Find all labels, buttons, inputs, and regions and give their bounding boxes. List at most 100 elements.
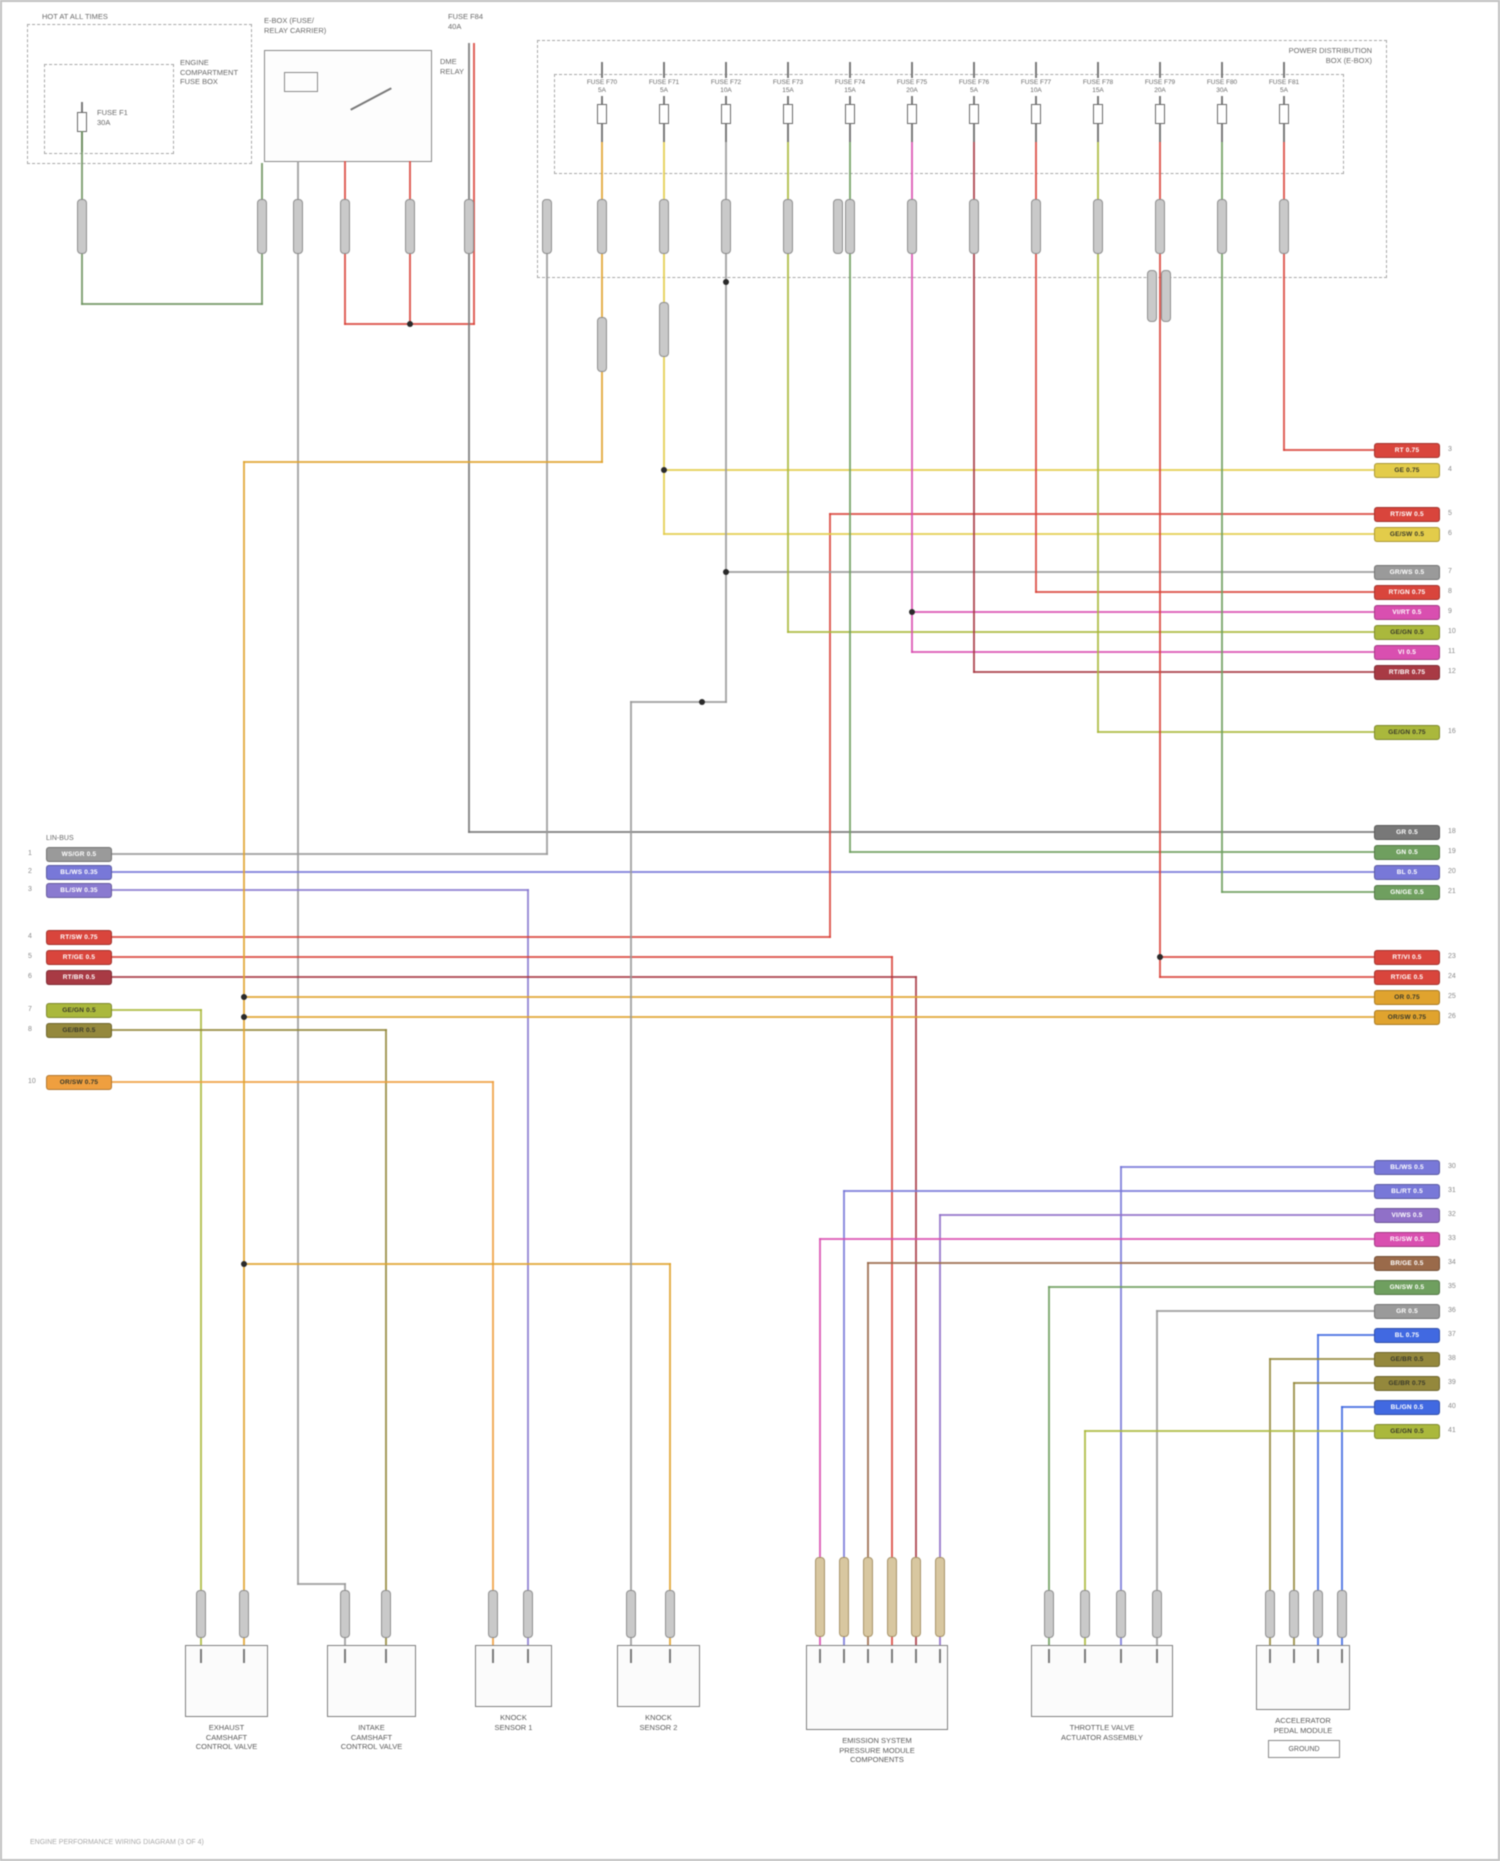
pin-number: 10 [28,1078,36,1085]
component-pin [385,1649,387,1663]
wire-segment [106,976,917,978]
pin-number: 33 [1448,1235,1456,1242]
fuse-stub [1159,96,1161,105]
pin-number: 1 [28,850,32,857]
wire-segment [829,513,1375,515]
left-group-header: LIN-BUS [46,835,74,842]
connector-pad [381,1590,391,1638]
connector-pad [488,1590,498,1638]
power-box-inner-frame [44,64,174,154]
wire-segment [243,461,245,1646]
power-distribution-box [27,24,252,164]
wire-segment [867,1262,869,1646]
component-pin [669,1649,671,1663]
wire-label: GE/BR 0.5 [1374,1352,1440,1367]
fuse-label: FUSE F79 20A [1144,79,1176,94]
power-fuse-label: FUSE F1 30A [97,108,128,127]
wire-segment [1221,141,1223,893]
connector-pad [721,199,731,254]
wire-label: RT/BR 0.5 [46,970,112,985]
fuse-stub [1283,96,1285,105]
wire-segment [725,571,1375,573]
fuse-symbol [81,102,83,112]
wire-segment [601,141,603,463]
junction-dot [1157,954,1163,960]
connector-pad [969,199,979,254]
component-label: INTAKE CAMSHAFT CONTROL VALVE [340,1723,403,1751]
wire-segment [297,1583,346,1585]
component-pin [939,1649,941,1663]
fuse-body [659,104,669,124]
component-pin [1317,1649,1319,1663]
wire-label: GE/GN 0.5 [46,1003,112,1018]
pin-number: 23 [1448,953,1456,960]
pin-number: 7 [28,1006,32,1013]
connector-pad [239,1590,249,1638]
fuse-stub [911,124,913,142]
connector-pad [1093,199,1103,254]
connector-pad [1116,1590,1126,1638]
wire-segment [468,43,470,833]
component-pin [1293,1649,1295,1663]
wire-segment [1084,1430,1086,1646]
wire-segment [787,141,789,633]
wire-segment [849,141,851,853]
wire-label: GE/SW 0.5 [1374,527,1440,542]
fuse-stub [1035,124,1037,142]
pin-number: 6 [1448,530,1452,537]
wire-segment [911,611,1375,613]
component-pin [819,1649,821,1663]
connector-pad [1044,1590,1054,1638]
wire-segment [468,831,1375,833]
wire-segment [473,43,475,325]
wire-label: BR/GE 0.5 [1374,1256,1440,1271]
junction-dot [909,609,915,615]
wire-segment [297,161,299,1585]
wire-segment [843,1190,845,1646]
wire-label: GR 0.5 [1374,825,1440,840]
pin-number: 37 [1448,1331,1456,1338]
component-pin [630,1649,632,1663]
component-box [806,1645,948,1730]
wire-segment [787,631,1375,633]
fuse-feed-stub [973,62,975,78]
junction-dot [661,467,667,473]
fuse-label: FUSE F72 10A [710,79,742,94]
connector-pad [911,1557,921,1637]
pin-number: 5 [28,953,32,960]
fuse-feed-stub [1221,62,1223,78]
junction-dot [723,279,729,285]
relay-box [264,50,432,162]
wire-segment [973,141,975,673]
connector-pad [935,1557,945,1637]
wire-label: RT/GE 0.5 [1374,970,1440,985]
fuse-stub [725,96,727,105]
wire-segment [527,889,529,1646]
wire-label: GE 0.75 [1374,463,1440,478]
pin-number: 4 [1448,466,1452,473]
wire-segment [1269,1358,1271,1646]
fuse-body [1093,104,1103,124]
fuse-stub [1035,96,1037,105]
fuse-label: FUSE F74 15A [834,79,866,94]
wire-segment [106,871,1375,873]
wire-segment [1035,591,1375,593]
fuse-body [1279,104,1289,124]
fuse-symbol-body [77,112,87,132]
wire-label: GR/WS 0.5 [1374,565,1440,580]
wire-segment [1156,1310,1158,1646]
fuse-feed-stub [663,62,665,78]
connector-pad [542,199,552,254]
pin-number: 9 [1448,608,1452,615]
connector-pad [405,199,415,254]
wire-segment [1221,891,1375,893]
component-pin [243,1649,245,1663]
wire-label: RT/VI 0.5 [1374,950,1440,965]
wire-label: OR/SW 0.75 [46,1075,112,1090]
wire-label: VI/RT 0.5 [1374,605,1440,620]
panel-title: POWER DISTRIBUTION BOX (E-BOX) [1288,46,1372,65]
fuse-feed-stub [911,62,913,78]
junction-dot [699,699,705,705]
wire-segment [1097,731,1375,733]
wire-segment [1283,141,1285,451]
